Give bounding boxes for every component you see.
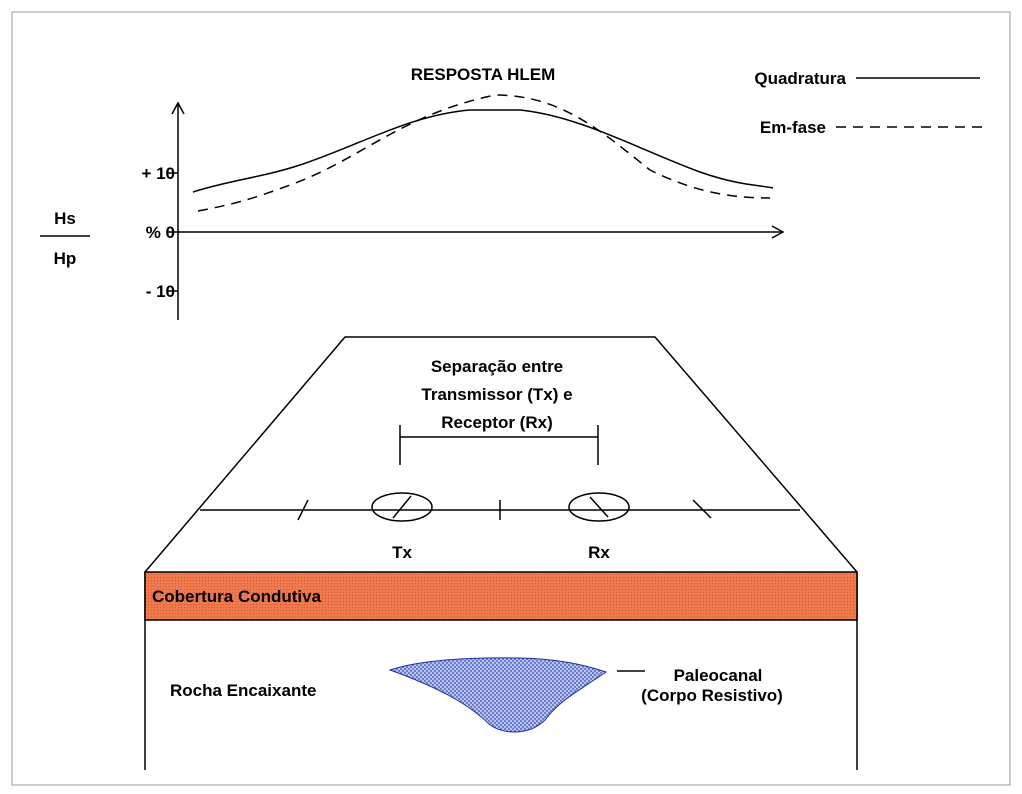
- tick-label: - 10: [146, 282, 175, 301]
- in-phase-curve: [197, 94, 771, 212]
- axis-label: Hs: [54, 209, 76, 228]
- layer-label: Cobertura Condutiva: [152, 587, 322, 606]
- tick-label: + 10: [141, 164, 175, 183]
- separation-label: Separação entre: [431, 357, 563, 376]
- tick-label: % 0: [146, 223, 175, 242]
- coil-label: Rx: [588, 543, 610, 562]
- axis-label: Hp: [54, 249, 77, 268]
- paleochannel: [388, 657, 608, 733]
- separation-label: Transmissor (Tx) e: [421, 385, 572, 404]
- body-label: (Corpo Resistivo): [641, 686, 783, 705]
- host-label: Rocha Encaixante: [170, 681, 316, 700]
- title: RESPOSTA HLEM: [411, 65, 556, 84]
- coil-label: Tx: [392, 543, 412, 562]
- body-label: Paleocanal: [674, 666, 763, 685]
- separation-label: Receptor (Rx): [441, 413, 552, 432]
- legend-label: Quadratura: [754, 69, 846, 88]
- axes: [40, 101, 785, 320]
- quadrature-curve: [192, 109, 774, 193]
- frame: [11, 11, 1011, 786]
- legend-label: Em-fase: [760, 118, 826, 137]
- conductive-layer: [144, 571, 858, 621]
